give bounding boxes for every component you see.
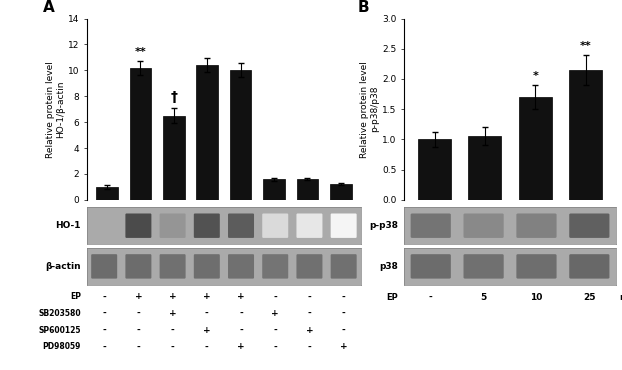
Text: -: - [341, 326, 346, 335]
Bar [263, 179, 285, 200]
FancyBboxPatch shape [194, 213, 220, 238]
FancyBboxPatch shape [516, 213, 557, 238]
Text: -: - [170, 342, 175, 351]
Text: 25: 25 [583, 293, 596, 302]
Bar [197, 65, 218, 200]
Y-axis label: Relative protein level
p-p38/p38: Relative protein level p-p38/p38 [360, 61, 379, 158]
Text: -: - [102, 342, 106, 351]
Text: HO-1: HO-1 [55, 221, 81, 230]
FancyBboxPatch shape [126, 254, 151, 279]
Text: +: + [169, 309, 177, 318]
Text: +: + [340, 342, 348, 351]
FancyBboxPatch shape [160, 213, 185, 238]
Text: †: † [170, 90, 177, 104]
Text: -: - [205, 309, 209, 318]
Text: PD98059: PD98059 [42, 342, 81, 351]
Text: -: - [136, 342, 141, 351]
Text: -: - [273, 342, 277, 351]
Text: *: * [532, 71, 538, 81]
Bar [230, 70, 251, 200]
Text: -: - [102, 326, 106, 335]
FancyBboxPatch shape [297, 254, 322, 279]
Bar [163, 115, 185, 200]
Text: -: - [102, 309, 106, 318]
Text: -: - [136, 326, 141, 335]
Text: -: - [307, 292, 312, 302]
Text: -: - [239, 309, 243, 318]
Text: A: A [44, 0, 55, 15]
FancyBboxPatch shape [160, 254, 185, 279]
FancyBboxPatch shape [569, 213, 610, 238]
Text: **: ** [580, 41, 592, 51]
FancyBboxPatch shape [569, 254, 610, 279]
Text: -: - [102, 292, 106, 302]
FancyBboxPatch shape [463, 254, 504, 279]
Text: B: B [358, 0, 369, 15]
Text: p38: p38 [379, 262, 398, 271]
Text: EP: EP [70, 292, 81, 302]
Bar [519, 97, 552, 200]
Text: -: - [307, 309, 312, 318]
Text: 5: 5 [480, 293, 487, 302]
FancyBboxPatch shape [262, 254, 288, 279]
Text: +: + [305, 326, 313, 335]
FancyBboxPatch shape [516, 254, 557, 279]
Text: EP: EP [386, 293, 398, 302]
Text: SB203580: SB203580 [38, 309, 81, 318]
Text: -: - [239, 326, 243, 335]
Bar [297, 179, 318, 200]
Text: 10: 10 [531, 293, 542, 302]
Text: β-actin: β-actin [45, 262, 81, 271]
Text: +: + [271, 309, 279, 318]
Text: mM: mM [619, 293, 622, 302]
FancyBboxPatch shape [194, 254, 220, 279]
Text: -: - [341, 309, 346, 318]
Text: -: - [273, 326, 277, 335]
Text: +: + [237, 342, 245, 351]
Text: -: - [273, 292, 277, 302]
Text: +: + [237, 292, 245, 302]
Text: -: - [307, 342, 312, 351]
Text: +: + [169, 292, 177, 302]
Bar [569, 70, 602, 200]
FancyBboxPatch shape [91, 254, 117, 279]
Text: -: - [341, 292, 346, 302]
Text: +: + [134, 292, 142, 302]
Text: -: - [136, 309, 141, 318]
Bar [418, 139, 451, 200]
Text: -: - [205, 342, 209, 351]
Text: -: - [429, 293, 433, 302]
FancyBboxPatch shape [331, 213, 356, 238]
FancyBboxPatch shape [411, 213, 451, 238]
FancyBboxPatch shape [297, 213, 322, 238]
Text: -: - [170, 326, 175, 335]
Text: **: ** [134, 47, 146, 57]
Bar [468, 136, 501, 200]
Text: p-p38: p-p38 [369, 221, 398, 230]
Bar [129, 68, 151, 200]
Y-axis label: Relative protein level
HO-1/β-actin: Relative protein level HO-1/β-actin [46, 61, 65, 158]
Bar [96, 187, 118, 200]
FancyBboxPatch shape [228, 213, 254, 238]
Text: +: + [203, 292, 211, 302]
FancyBboxPatch shape [411, 254, 451, 279]
Bar [330, 184, 351, 200]
FancyBboxPatch shape [126, 213, 151, 238]
FancyBboxPatch shape [228, 254, 254, 279]
FancyBboxPatch shape [463, 213, 504, 238]
Text: +: + [203, 326, 211, 335]
Text: SP600125: SP600125 [39, 326, 81, 335]
FancyBboxPatch shape [262, 213, 288, 238]
FancyBboxPatch shape [331, 254, 356, 279]
